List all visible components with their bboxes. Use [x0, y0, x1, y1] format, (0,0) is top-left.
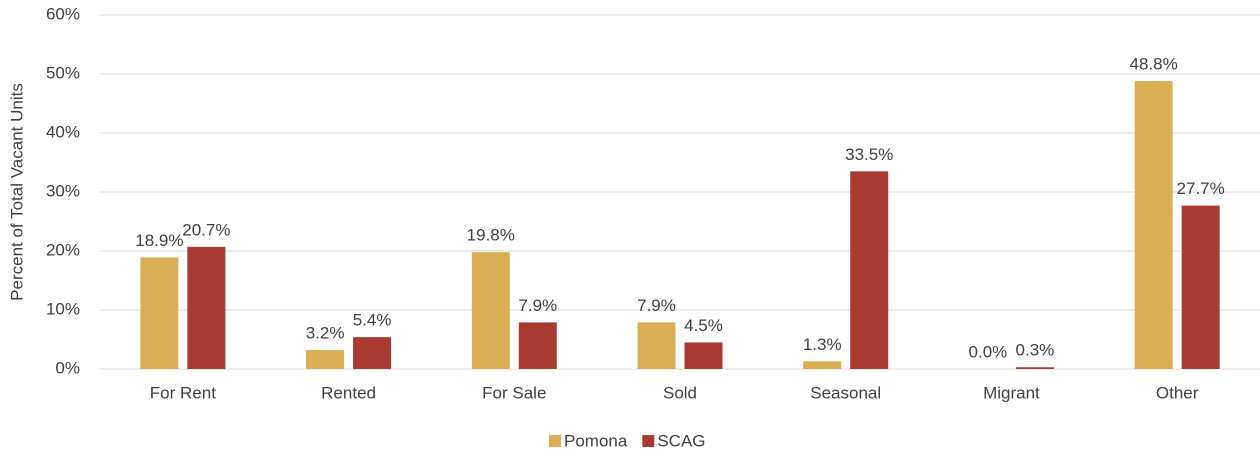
data-label: 4.5% — [684, 316, 723, 335]
legend-swatch — [642, 435, 655, 447]
legend-swatch — [549, 435, 561, 447]
bar — [684, 342, 723, 369]
x-tick-label: Migrant — [983, 383, 1040, 402]
y-tick-label: 40% — [46, 122, 80, 141]
x-tick-label: Seasonal — [810, 383, 881, 402]
data-label: 3.2% — [306, 324, 345, 343]
bar — [518, 322, 557, 369]
bar — [187, 246, 226, 369]
data-label: 18.9% — [135, 231, 183, 250]
bar — [850, 171, 889, 369]
x-tick-label: For Rent — [150, 383, 216, 402]
legend-label: SCAG — [657, 431, 705, 450]
bar — [140, 257, 179, 369]
data-label: 7.9% — [637, 296, 676, 315]
y-tick-label: 60% — [46, 4, 80, 23]
bar — [353, 337, 392, 369]
data-label: 1.3% — [803, 335, 842, 354]
y-tick-label: 30% — [46, 181, 80, 200]
data-label: 19.8% — [467, 226, 515, 245]
y-tick-label: 50% — [46, 63, 80, 82]
data-label: 48.8% — [1130, 55, 1178, 74]
x-tick-label: Rented — [321, 383, 376, 402]
x-tick-label: Sold — [663, 383, 697, 402]
bar — [803, 361, 842, 369]
bar — [1015, 367, 1054, 369]
data-label: 7.9% — [518, 296, 557, 315]
x-tick-label: For Sale — [482, 383, 546, 402]
data-label: 0.3% — [1016, 341, 1055, 360]
x-tick-label: Other — [1156, 383, 1199, 402]
data-label: 20.7% — [182, 220, 230, 239]
y-tick-label: 10% — [46, 299, 80, 318]
bar — [1134, 81, 1173, 369]
bar — [637, 322, 676, 369]
data-label: 33.5% — [845, 145, 893, 164]
bar — [1181, 205, 1220, 369]
data-label: 27.7% — [1177, 179, 1225, 198]
data-label: 0.0% — [969, 342, 1008, 361]
y-tick-label: 0% — [55, 358, 80, 377]
bar — [306, 350, 345, 369]
y-tick-label: 20% — [46, 240, 80, 259]
y-axis-label: Percent of Total Vacant Units — [7, 83, 26, 301]
data-label: 5.4% — [353, 311, 392, 330]
legend-label: Pomona — [564, 431, 628, 450]
bar — [471, 252, 510, 369]
